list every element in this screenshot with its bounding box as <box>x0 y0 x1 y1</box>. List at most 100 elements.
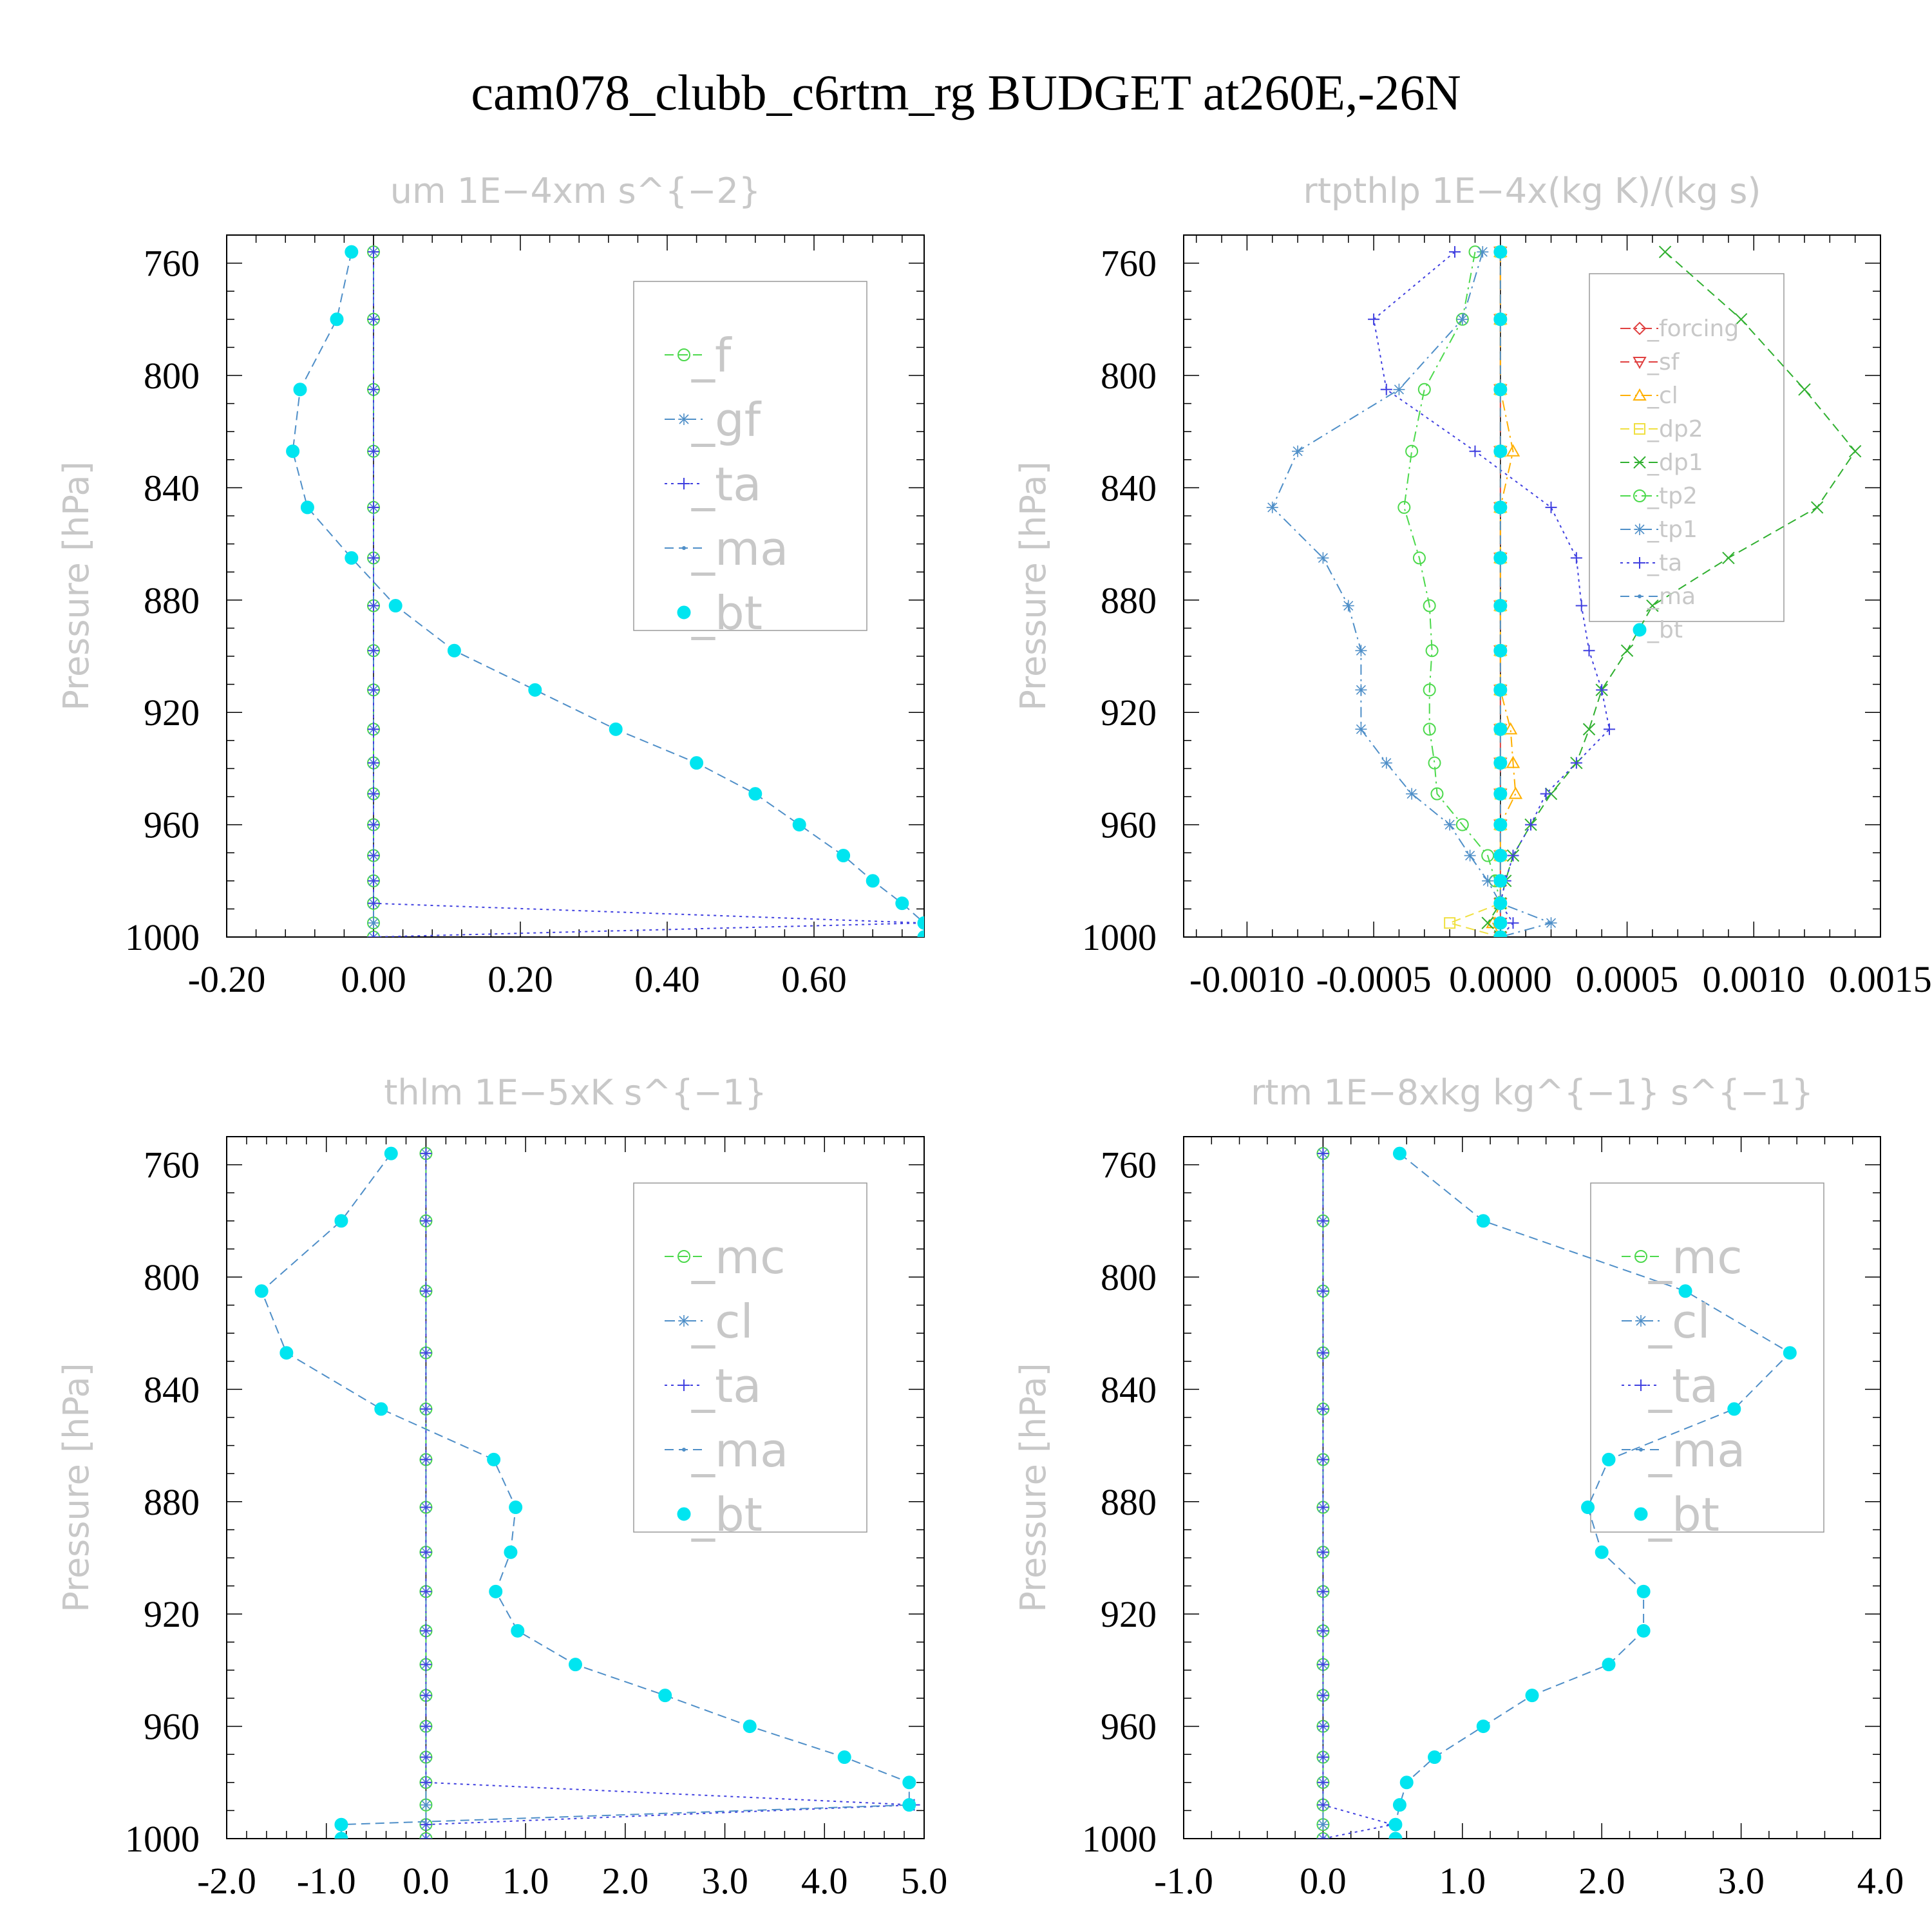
y-axis-label: Pressure [hPa] <box>1013 461 1054 710</box>
data-point <box>1317 1776 1329 1788</box>
data-point <box>1727 1402 1741 1416</box>
legend-marker <box>1633 489 1646 502</box>
series-line <box>293 252 924 937</box>
data-point <box>792 818 806 832</box>
data-point <box>368 552 379 564</box>
legend-marker <box>1634 423 1645 435</box>
x-tick-label: 1.0 <box>1439 1860 1486 1902</box>
data-point <box>345 245 359 259</box>
x-tick-label: 0.0010 <box>1703 958 1806 1000</box>
data-point <box>609 722 623 736</box>
series-line <box>1447 252 1501 937</box>
y-tick-label: 920 <box>1101 1593 1157 1635</box>
legend-label: _gf <box>691 393 762 447</box>
data-point <box>1425 644 1439 658</box>
data-point <box>420 1689 432 1701</box>
data-point <box>1636 1584 1651 1598</box>
data-point <box>368 445 379 457</box>
legend-label: _f <box>691 328 732 383</box>
data-point <box>368 757 379 769</box>
data-point <box>1456 313 1468 325</box>
legend-marker <box>1633 321 1647 336</box>
y-tick-label: 880 <box>1101 1481 1157 1523</box>
legend-label: _bt <box>1648 1488 1719 1542</box>
data-point <box>1570 552 1582 564</box>
data-point <box>1397 500 1411 514</box>
series-line <box>261 1153 910 1839</box>
data-point <box>1392 1146 1406 1160</box>
legend-marker <box>1638 594 1642 598</box>
data-point <box>1848 445 1862 458</box>
y-tick-label: 960 <box>144 1706 200 1748</box>
y-tick-label: 840 <box>144 1368 200 1410</box>
data-point <box>420 1776 432 1788</box>
data-point <box>1493 787 1508 801</box>
x-tick-label: 0.0 <box>402 1860 450 1902</box>
y-tick-label: 760 <box>144 1144 200 1186</box>
y-axis-label: Pressure [hPa] <box>56 461 97 710</box>
data-point <box>420 1751 432 1763</box>
data-point <box>1430 787 1444 800</box>
legend-label: _bt <box>1647 617 1683 643</box>
data-point <box>1678 1284 1692 1298</box>
data-point <box>658 1689 672 1703</box>
legend-marker <box>1634 524 1645 535</box>
data-point <box>1493 551 1508 565</box>
series-line <box>1492 252 1517 937</box>
data-point <box>1493 849 1508 863</box>
y-tick-label: 760 <box>1101 243 1157 285</box>
data-point <box>1595 1545 1609 1559</box>
legend-marker <box>1633 388 1647 401</box>
series-layer <box>286 245 924 937</box>
data-point <box>368 931 379 937</box>
data-point <box>368 600 379 612</box>
x-tick-label: 3.0 <box>701 1860 748 1902</box>
legend-marker <box>1634 1507 1648 1521</box>
panel-title: rtpthlp 1E−4x(kg K)/(kg s) <box>1303 171 1761 211</box>
data-point <box>1602 1658 1616 1672</box>
data-point <box>368 246 379 258</box>
data-point <box>1734 313 1748 326</box>
data-point <box>1582 723 1596 736</box>
legend-label: _tp2 <box>1647 483 1698 509</box>
data-point <box>420 1501 432 1513</box>
data-point <box>420 1833 432 1839</box>
x-tick-label: 0.20 <box>488 958 553 1000</box>
data-point <box>1525 1689 1539 1703</box>
data-point <box>1464 849 1476 862</box>
legend-label: _cl <box>1648 1294 1710 1349</box>
data-point <box>279 1346 294 1360</box>
series-layer <box>1316 1146 1797 1839</box>
data-point <box>528 683 542 697</box>
data-point <box>1722 551 1735 565</box>
minor-ticks <box>226 235 924 938</box>
data-point <box>837 1750 851 1765</box>
data-point <box>368 819 379 831</box>
data-point <box>1493 916 1508 930</box>
data-point <box>1570 757 1582 769</box>
legend-label: _ma <box>691 522 788 576</box>
data-point <box>1493 896 1508 911</box>
x-tick-label: 0.00 <box>341 958 406 1000</box>
data-point <box>286 444 300 459</box>
data-point <box>1392 1798 1406 1812</box>
x-tick-label: 0.60 <box>781 958 847 1000</box>
y-axis-label: Pressure [hPa] <box>1013 1363 1054 1612</box>
legend-label: _cl <box>1647 383 1678 409</box>
data-point <box>1493 756 1508 770</box>
y-tick-label: 800 <box>1101 1256 1157 1298</box>
data-point <box>293 383 307 397</box>
legend-marker <box>1633 357 1647 370</box>
data-point <box>1604 723 1615 735</box>
data-point <box>743 1719 757 1734</box>
data-point <box>1493 500 1508 515</box>
data-point <box>420 1720 432 1732</box>
y-tick-label: 760 <box>144 243 200 285</box>
data-point <box>1317 1720 1329 1732</box>
figure-title: cam078_clubb_c6rtm_rg BUDGET at260E,-26N <box>471 64 1461 120</box>
data-point <box>420 1148 432 1160</box>
data-point <box>1493 930 1508 937</box>
data-point <box>1469 445 1481 457</box>
data-point <box>388 599 402 613</box>
